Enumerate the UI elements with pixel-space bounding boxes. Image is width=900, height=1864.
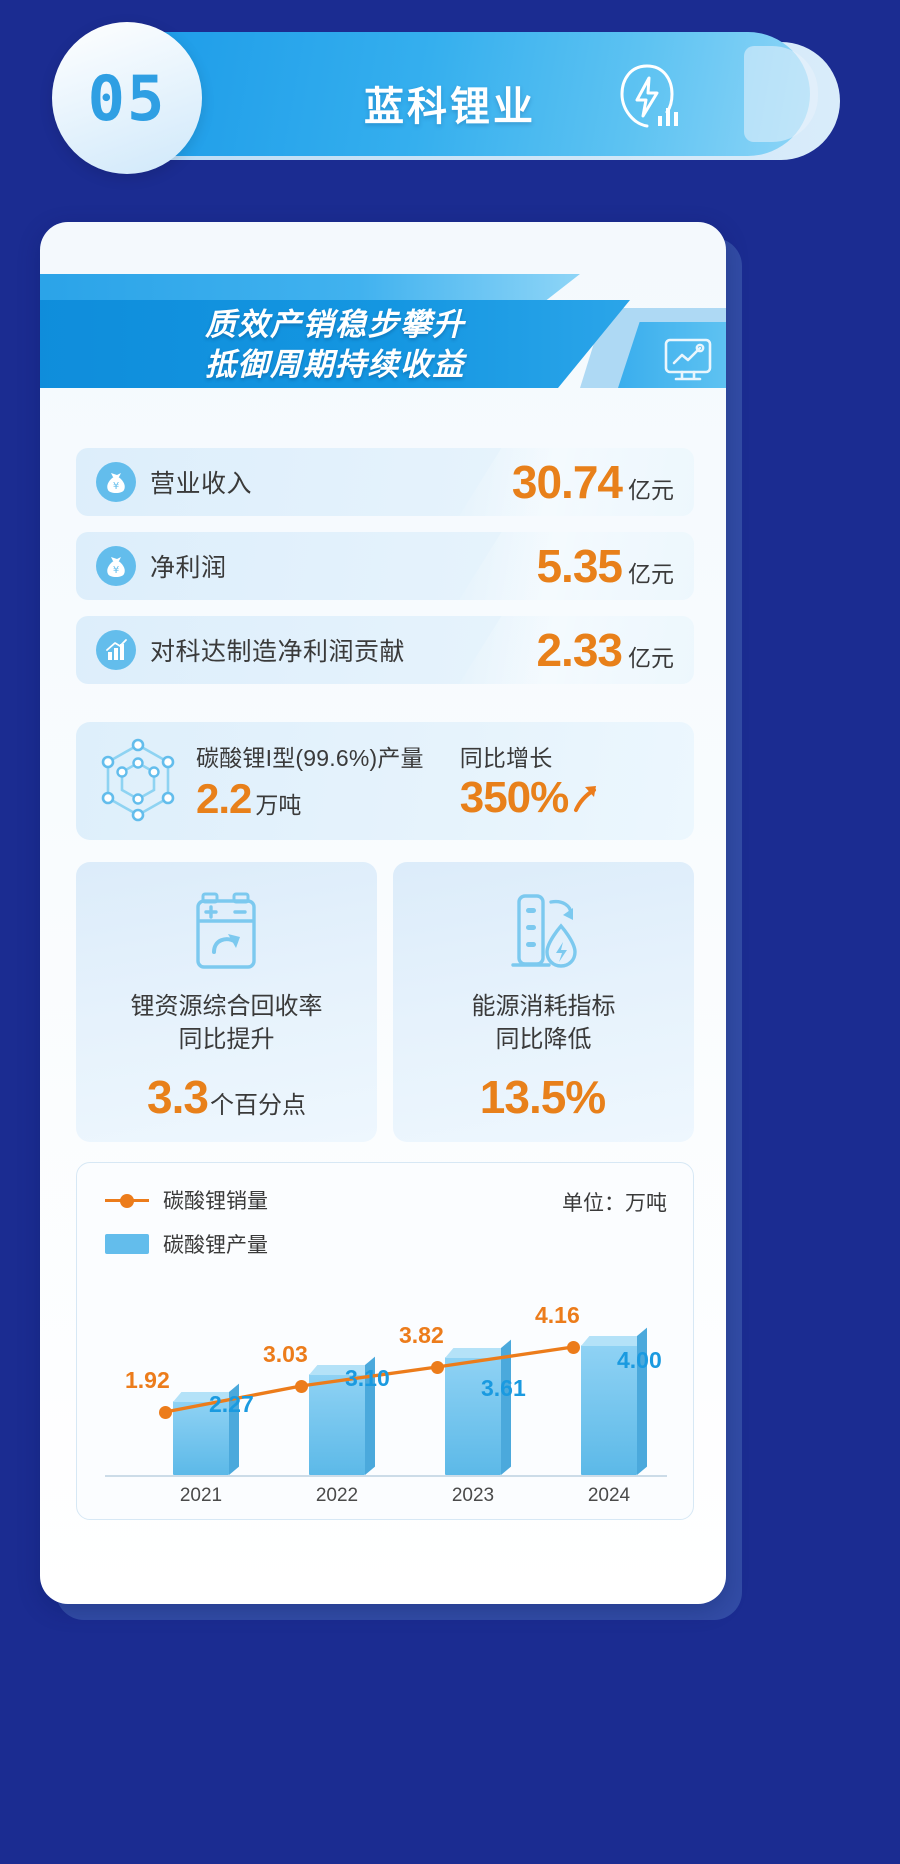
production-label: 碳酸锂I型(99.6%)产量 xyxy=(196,745,424,771)
metric-unit: 亿元 xyxy=(628,477,674,503)
metric-label: 对科达制造净利润贡献 xyxy=(150,638,406,666)
metric-label: 营业收入 xyxy=(150,470,253,498)
production-growth-column: 同比增长 350% xyxy=(460,739,599,823)
line-point-2024 xyxy=(567,1341,580,1354)
sales-production-chart: 碳酸锂销量 碳酸锂产量 单位：万吨 xyxy=(76,1162,694,1520)
energy-line-1: 能源消耗指标 xyxy=(471,993,616,1020)
battery-recycle-icon xyxy=(190,890,264,970)
ribbon-text: 质效产销稳步攀升 抵御周期持续收益 xyxy=(100,300,570,390)
legend-item-production: 碳酸锂产量 xyxy=(105,1229,268,1259)
production-value-group: 2.2 万吨 xyxy=(196,775,424,823)
metric-label: 净利润 xyxy=(150,554,227,582)
metric-row: ¥ 净利润 5.35 亿元 xyxy=(76,532,694,600)
growth-label: 同比增长 xyxy=(459,745,553,771)
energy-water-drop-icon xyxy=(507,890,581,970)
energy-value: 13.5% xyxy=(479,1071,606,1124)
x-label-2021: 2021 xyxy=(179,1485,223,1506)
arrow-up-icon xyxy=(572,783,598,813)
section-headline-ribbon: 质效产销稳步攀升 抵御周期持续收益 xyxy=(40,274,726,388)
line-marker-icon xyxy=(105,1192,149,1208)
dual-cards: 锂资源综合回收率 同比提升 3.3 个百分点 xyxy=(76,862,694,1142)
legend-item-sales: 碳酸锂销量 xyxy=(105,1185,268,1215)
x-label-2022: 2022 xyxy=(315,1485,359,1506)
recovery-suffix: 个百分点 xyxy=(209,1092,306,1120)
recovery-rate-card: 锂资源综合回收率 同比提升 3.3 个百分点 xyxy=(76,862,377,1142)
growth-value-group: 350% xyxy=(460,773,599,823)
metric-value-group: 30.74 亿元 xyxy=(512,455,674,509)
money-bag-icon: ¥ xyxy=(96,462,136,502)
recovery-value: 3.3 xyxy=(147,1071,209,1124)
svg-text:¥: ¥ xyxy=(113,481,119,492)
production-left-column: 碳酸锂I型(99.6%)产量 2.2 万吨 xyxy=(196,739,424,823)
ribbon-pale-shape-2 xyxy=(618,322,726,388)
chart-x-axis xyxy=(105,1475,667,1477)
molecule-hexagon-icon xyxy=(94,737,182,825)
chart-legend: 碳酸锂销量 碳酸锂产量 xyxy=(105,1185,268,1273)
production-unit: 万吨 xyxy=(255,792,302,818)
energy-value-group: 13.5% xyxy=(480,1070,607,1124)
recovery-line-1: 锂资源综合回收率 xyxy=(130,993,323,1020)
metric-value: 2.33 xyxy=(536,624,623,676)
energy-line-2: 同比降低 xyxy=(495,1026,592,1054)
x-label-2023: 2023 xyxy=(451,1485,495,1506)
monitor-chart-icon xyxy=(662,332,714,384)
ribbon-line-1: 质效产销稳步攀升 xyxy=(205,307,465,343)
metric-value: 5.35 xyxy=(536,540,623,592)
metric-value-group: 2.33 亿元 xyxy=(536,623,674,677)
bar-label-2023: 3.61 xyxy=(481,1375,526,1401)
metric-row: 对科达制造净利润贡献 2.33 亿元 xyxy=(76,616,694,684)
line-label-2021: 1.92 xyxy=(125,1367,170,1393)
line-label-2022: 3.03 xyxy=(263,1341,308,1367)
chart-plot-area: 1.92 3.03 3.82 4.16 2.27 3.10 3.61 4.00 … xyxy=(77,1275,695,1521)
bar-label-2022: 3.10 xyxy=(345,1365,390,1391)
energy-consumption-card: 能源消耗指标 同比降低 13.5% xyxy=(393,862,694,1142)
main-content-card: 质效产销稳步攀升 抵御周期持续收益 ¥ 营业收入 xyxy=(40,222,726,1604)
svg-text:¥: ¥ xyxy=(113,565,119,576)
bar-label-2024: 4.00 xyxy=(617,1347,662,1373)
line-label-2023: 3.82 xyxy=(399,1322,444,1348)
money-bag-icon: ¥ xyxy=(96,546,136,586)
bar-2024 xyxy=(581,1327,647,1475)
chart-unit-note: 单位：万吨 xyxy=(562,1192,667,1215)
growth-value: 350% xyxy=(459,773,570,822)
header-bar xyxy=(110,32,818,156)
metrics-list: ¥ 营业收入 30.74 亿元 ¥ 净利润 5.35 亿元 xyxy=(76,448,694,700)
metric-unit: 亿元 xyxy=(628,645,674,671)
bar-label-2021: 2.27 xyxy=(209,1391,254,1417)
ribbon-line-2: 抵御周期持续收益 xyxy=(205,347,465,382)
metric-row: ¥ 营业收入 30.74 亿元 xyxy=(76,448,694,516)
section-title: 蓝科锂业 xyxy=(364,85,536,129)
bar-chart-icon xyxy=(96,630,136,670)
metric-value-group: 5.35 亿元 xyxy=(536,539,674,593)
lightning-chart-icon xyxy=(612,62,682,132)
x-label-2024: 2024 xyxy=(587,1485,631,1506)
production-block: 碳酸锂I型(99.6%)产量 2.2 万吨 同比增长 350% xyxy=(76,722,694,840)
recovery-text: 锂资源综合回收率 同比提升 xyxy=(131,990,323,1056)
legend-label: 碳酸锂产量 xyxy=(163,1234,268,1257)
production-value: 2.2 xyxy=(196,775,252,822)
metric-value: 30.74 xyxy=(511,456,623,508)
line-point-2021 xyxy=(159,1406,172,1419)
header-banner: 05 蓝科锂业 xyxy=(0,0,900,210)
energy-text: 能源消耗指标 同比降低 xyxy=(472,990,616,1056)
legend-label: 碳酸锂销量 xyxy=(163,1190,268,1213)
line-label-2024: 4.16 xyxy=(535,1302,580,1328)
metric-unit: 亿元 xyxy=(628,561,674,587)
recovery-value-group: 3.3 个百分点 xyxy=(147,1070,306,1124)
recovery-line-2: 同比提升 xyxy=(178,1026,275,1054)
section-number-badge: 05 xyxy=(52,22,202,174)
ribbon-accent-strip xyxy=(40,274,580,304)
ribbon-main-shape xyxy=(40,300,630,388)
line-point-2022 xyxy=(295,1380,308,1393)
line-point-2023 xyxy=(431,1361,444,1374)
section-number: 05 xyxy=(87,61,167,135)
bar-marker-icon xyxy=(105,1234,149,1254)
